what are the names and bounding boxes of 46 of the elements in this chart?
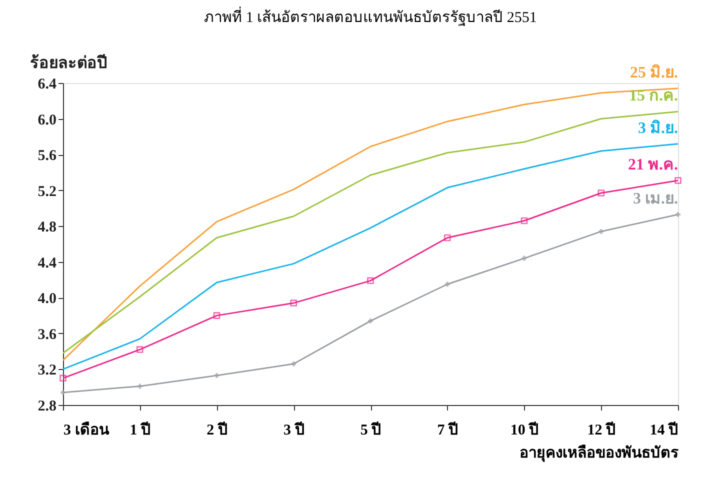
y-tick-label: 6.4 xyxy=(38,76,57,92)
point xyxy=(60,374,66,382)
x-tick-label: 14 ปี xyxy=(650,422,678,438)
y-axis-title: ร้อยละต่อปี xyxy=(30,53,107,72)
point xyxy=(444,234,451,242)
point xyxy=(137,384,142,389)
point xyxy=(368,318,373,324)
series-label: 3 มิ.ย. xyxy=(638,118,678,137)
y-tick-label: 4.4 xyxy=(38,255,57,272)
point xyxy=(136,346,144,353)
point xyxy=(598,228,604,234)
series-label: 21 พ.ค. xyxy=(628,156,678,174)
y-tick-label: 6.0 xyxy=(38,112,56,128)
y-tick-label: 5.6 xyxy=(38,148,57,164)
y-tick-label: 4.8 xyxy=(38,220,56,236)
line-series xyxy=(62,143,679,370)
series-label: 15 ก.ค. xyxy=(629,88,678,105)
point xyxy=(676,212,680,217)
series-label: 25 มิ.ย. xyxy=(630,63,678,82)
x-tick-label: 1 ปี xyxy=(130,422,151,438)
point xyxy=(60,390,66,395)
point xyxy=(214,372,220,378)
point xyxy=(367,277,374,284)
point xyxy=(520,217,528,224)
y-tick-label: 2.8 xyxy=(38,398,56,414)
x-axis-title: อายุคงเหลือของพันธบัตร xyxy=(520,444,680,462)
y-tick-label: 4.0 xyxy=(38,291,56,308)
x-tick-label: 3 เดือน xyxy=(64,422,110,438)
point xyxy=(674,177,682,184)
point xyxy=(522,256,527,261)
series-label: 3 เม.ย. xyxy=(633,190,678,208)
y-tick-label: 3.6 xyxy=(38,326,57,343)
point xyxy=(213,312,220,319)
x-tick-label: 12 ปี xyxy=(587,422,616,438)
x-tick-label: 2 ปี xyxy=(206,422,228,438)
x-tick-label: 5 ปี xyxy=(360,422,382,438)
point xyxy=(290,300,298,306)
y-tick-label: 3.2 xyxy=(38,362,56,379)
x-tick-label: 7 ปี xyxy=(437,422,458,438)
point xyxy=(291,361,296,366)
y-tick-label: 5.2 xyxy=(38,184,56,200)
x-tick-label: 3 ปี xyxy=(284,422,305,438)
point xyxy=(598,190,605,196)
point xyxy=(444,282,450,287)
chart-title: ภาพที่ 1 เส้นอัตราผลตอบแทนพันธบัตรรัฐบาลปี 2551 xyxy=(204,6,537,26)
x-tick-label: 10 ปี xyxy=(510,422,540,438)
